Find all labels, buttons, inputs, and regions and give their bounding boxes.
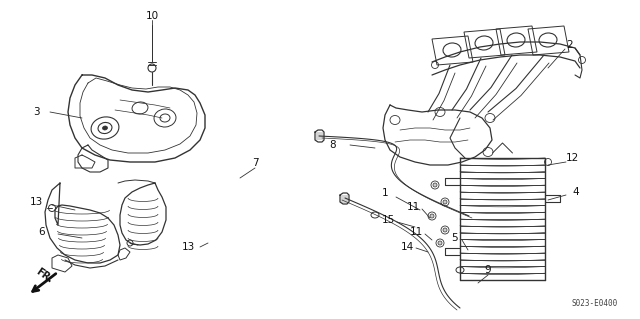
Text: 3: 3 (33, 107, 39, 117)
Ellipse shape (443, 228, 447, 232)
Text: 11: 11 (406, 202, 420, 212)
Text: 4: 4 (573, 187, 579, 197)
Text: S023-E0400: S023-E0400 (572, 299, 618, 308)
Text: 13: 13 (181, 242, 195, 252)
Text: 2: 2 (566, 40, 573, 50)
Ellipse shape (102, 126, 108, 130)
Text: 15: 15 (381, 215, 395, 225)
Text: 1: 1 (381, 188, 388, 198)
Text: 8: 8 (330, 140, 336, 150)
Text: 12: 12 (565, 153, 579, 163)
Text: 6: 6 (38, 227, 45, 237)
Text: 13: 13 (29, 197, 43, 207)
Text: FR.: FR. (34, 267, 54, 285)
Text: 5: 5 (451, 233, 458, 243)
Ellipse shape (438, 241, 442, 245)
Text: 9: 9 (484, 265, 492, 275)
Ellipse shape (430, 214, 434, 218)
Text: 7: 7 (252, 158, 259, 168)
Text: 14: 14 (401, 242, 413, 252)
Ellipse shape (443, 200, 447, 204)
Text: 11: 11 (410, 227, 422, 237)
Ellipse shape (433, 183, 437, 187)
Text: 10: 10 (145, 11, 159, 21)
